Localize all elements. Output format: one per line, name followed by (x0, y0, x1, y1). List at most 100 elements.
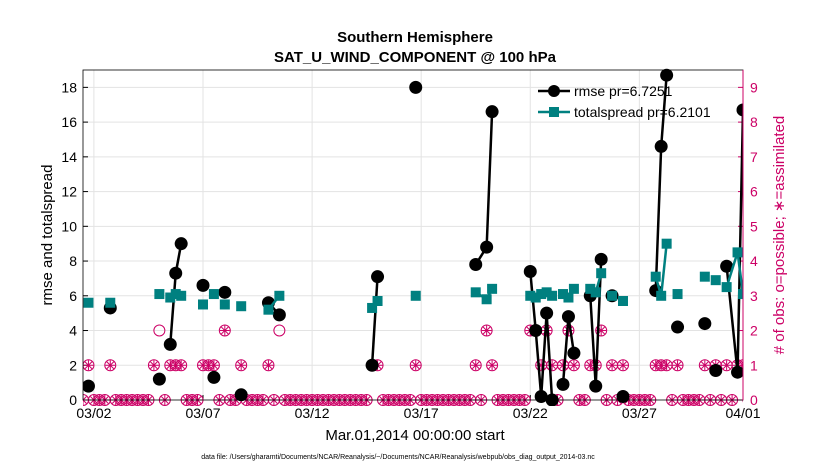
spread-point (596, 268, 607, 279)
obs-possible-marker (273, 324, 286, 337)
x-tick-label: 03/27 (622, 405, 657, 421)
spread-point (236, 301, 247, 312)
spread-point (372, 296, 383, 306)
legend-spread-marker (549, 107, 559, 117)
left-y-tick-label: 14 (61, 149, 77, 165)
spread-point (547, 290, 558, 301)
obs-possible-marker (83, 359, 95, 372)
rmse-point (207, 370, 221, 384)
spread-point (803, 293, 813, 303)
left-y-axis-label: rmse and totalspread (39, 165, 56, 306)
rmse-point (709, 363, 723, 377)
spread-point (541, 287, 552, 298)
rmse-point (409, 80, 423, 94)
rmse-point (371, 270, 385, 284)
right-y-tick-label: 2 (750, 323, 758, 339)
legend-rmse-label: rmse pr=6.7251 (574, 83, 673, 99)
spread-point (721, 282, 732, 293)
spread-point (165, 292, 176, 303)
spread-point (738, 289, 743, 300)
right-y-tick-label: 7 (750, 149, 758, 165)
obs-possible-marker (104, 359, 117, 372)
right-y-axis-label: # of obs: o=possible; ∗=assimilated (771, 116, 788, 355)
rmse-point (152, 372, 166, 386)
right-y-tick-label: 6 (750, 184, 758, 200)
left-y-tick-label: 8 (69, 253, 77, 269)
obs-assimilated-marker (236, 360, 247, 371)
spread-point (198, 299, 208, 310)
obs-assimilated-marker (105, 360, 116, 371)
rmse-point (720, 259, 734, 273)
spread-point (656, 290, 667, 301)
spread-point (536, 289, 547, 300)
spread-point (176, 290, 187, 301)
spread-point (410, 290, 421, 301)
rmse-point (616, 390, 630, 404)
spread-point (558, 289, 568, 300)
obs-possible-marker (617, 359, 629, 372)
obs-assimilated-marker (487, 360, 498, 371)
spread-point (672, 289, 683, 300)
rmse-point (485, 105, 499, 119)
obs-assimilated-marker (618, 360, 628, 371)
spread-point (618, 296, 628, 306)
obs-assimilated-marker (410, 360, 421, 371)
rmse-point (365, 358, 379, 372)
x-tick-label: 03/02 (76, 405, 111, 421)
obs-assimilated-marker (558, 360, 568, 371)
right-y-tick-label: 5 (750, 218, 758, 234)
obs-assimilated-marker (263, 360, 274, 371)
obs-assimilated-marker (219, 325, 230, 336)
data-file-footnote: data file: /Users/gharamti/Documents/NCA… (201, 454, 595, 461)
spread-point (105, 297, 116, 308)
rmse-point (736, 103, 743, 117)
rmse-point (594, 252, 608, 266)
obs-assimilated-marker (481, 325, 492, 336)
right-y-tick-label: 1 (750, 357, 758, 373)
left-y-tick-label: 0 (69, 392, 77, 408)
rmse-point (802, 187, 815, 200)
left-y-tick-label: 10 (61, 218, 77, 234)
spread-point (732, 247, 743, 258)
right-y-tick-label: 9 (750, 79, 758, 95)
rmse-point (272, 308, 286, 322)
chart-title-line1: Southern Hemisphere (337, 29, 493, 46)
rmse-point (196, 278, 210, 292)
spread-point (563, 292, 574, 303)
rmse-line-segment (370, 276, 379, 366)
spread-point (170, 289, 181, 300)
rmse-point (556, 377, 570, 391)
spread-point (710, 275, 721, 286)
obs-assimilated-marker (83, 360, 94, 371)
spread-point (661, 238, 672, 249)
spread-point (274, 290, 285, 301)
chart-title-line2: SAT_U_WIND_COMPONENT @ 100 hPa (274, 49, 557, 66)
spread-point (481, 294, 492, 305)
spread-point (590, 287, 601, 298)
spread-point (208, 289, 219, 300)
right-y-tick-label: 4 (750, 253, 758, 269)
rmse-point (660, 68, 674, 82)
obs-assimilated-marker (470, 360, 481, 371)
rmse-point (169, 266, 183, 280)
obs-possible-marker (235, 359, 248, 372)
right-y-tick-label: 0 (750, 392, 758, 408)
obs-possible-marker (153, 324, 166, 337)
rmse-point (174, 237, 188, 251)
right-y-tick-label: 8 (750, 114, 758, 130)
spread-point (530, 292, 541, 303)
rmse-point (698, 317, 712, 331)
obs-assimilated-marker (661, 360, 672, 371)
rmse-point (218, 285, 232, 299)
spread-point (487, 283, 498, 294)
left-y-tick-label: 16 (61, 114, 77, 130)
spread-point (650, 271, 661, 282)
rmse-point (561, 310, 575, 324)
spread-point (470, 287, 481, 298)
plot-area (83, 70, 743, 400)
spread-point (585, 283, 596, 294)
rmse-point (654, 139, 668, 153)
obs-possible-marker (469, 359, 482, 372)
obs-assimilated-marker (699, 360, 710, 371)
rmse-point (731, 365, 743, 379)
